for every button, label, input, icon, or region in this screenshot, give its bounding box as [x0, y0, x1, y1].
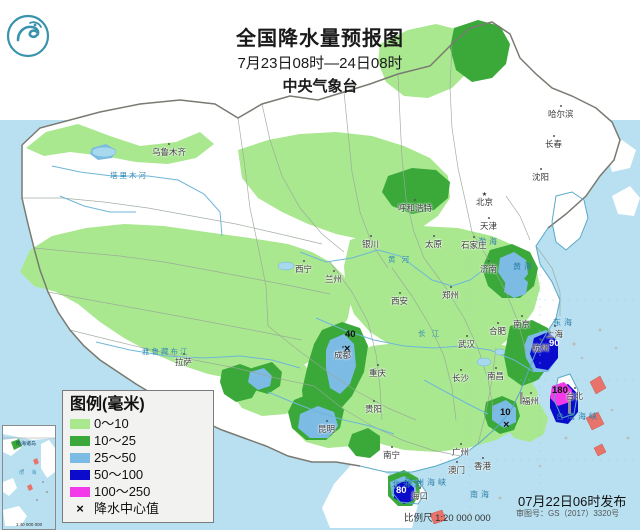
sea-label: 台湾海峡	[556, 412, 600, 421]
sea-label: 黄海	[513, 262, 535, 271]
legend-label-1: 10～25	[94, 432, 136, 448]
precip-center-icon: ×	[76, 500, 84, 516]
city-label: 昆明	[318, 424, 336, 434]
inset-island-label: 南海诸岛	[16, 441, 37, 447]
south-china-sea-inset: 南 海 南海诸岛 1:40 000 000	[2, 425, 56, 530]
legend-panel: 图例(毫米) 0～10 10～25 25～50 50～100 100～250 × 降水中…	[62, 390, 214, 523]
city-label: 重庆	[369, 368, 387, 378]
legend-swatch-2	[70, 452, 90, 463]
city-label: 济南	[480, 264, 498, 274]
precip-center-value: 90	[549, 338, 560, 349]
precip-center-marker-icon: ×	[344, 343, 351, 355]
inset-map-graphic: 南 海	[3, 426, 55, 529]
city-label: 海口	[411, 491, 429, 501]
city-label: 哈尔滨	[548, 109, 574, 119]
legend-swatch-0	[70, 418, 90, 429]
precip-center-value: 180	[552, 385, 568, 396]
city-label: 合肥	[489, 326, 507, 336]
sea-label: 琼州海峡	[405, 478, 449, 487]
national-boundary	[21, 21, 621, 467]
legend-row-center-value: × 降水中心值	[70, 500, 207, 517]
legend-label-2: 25～50	[94, 449, 136, 465]
city-label: 拉萨	[175, 357, 193, 367]
japan-land	[606, 140, 636, 172]
svg-text:南 海: 南 海	[19, 469, 39, 476]
city-label: 长春	[545, 139, 563, 149]
sea-label: 北部湾	[392, 480, 425, 489]
city-label: 福州	[522, 396, 540, 406]
legend-label-center-value: 降水中心值	[94, 500, 160, 516]
sea-graticule	[440, 250, 640, 520]
city-label: 成都	[334, 350, 352, 360]
rivers	[51, 165, 535, 435]
city-label: 南昌	[487, 371, 505, 381]
legend-row-4: 100～250	[70, 483, 207, 500]
river-label: 塔里木河	[110, 171, 148, 180]
page-title: 全国降水量预报图	[236, 28, 404, 50]
map-scale-text: 比例尺 1:20 000 000	[404, 513, 491, 524]
city-label: 广州	[452, 447, 470, 457]
precip-center-marker-icon: ×	[503, 419, 510, 431]
korea-land	[552, 192, 588, 250]
city-label: 天津	[480, 221, 498, 231]
city-label: 石家庄	[461, 240, 487, 250]
city-label: 武汉	[458, 339, 476, 349]
city-label: 杭州	[532, 343, 550, 353]
map-title-block: 全国降水量预报图 7月23日08时—24日08时 中央气象台	[150, 26, 490, 98]
inset-scale-text: 1:40 000 000	[15, 522, 43, 527]
city-label: 银川	[362, 239, 380, 249]
city-label: 西宁	[295, 264, 313, 274]
city-label: 上海	[546, 329, 564, 339]
legend-title: 图例(毫米)	[70, 396, 145, 413]
legend-row-1: 10～25	[70, 432, 207, 449]
sea-label: 南海	[470, 490, 492, 499]
city-label: 沈阳	[532, 172, 550, 182]
river-label: 长 江	[418, 329, 442, 338]
precip-center-value: 40	[345, 329, 356, 340]
city-label: 南宁	[383, 450, 401, 460]
legend-swatch-3	[70, 469, 90, 480]
legend-swatch-4	[70, 486, 90, 497]
city-label: 西安	[391, 296, 409, 306]
city-label: 北京	[476, 198, 493, 207]
sea-islands	[429, 375, 607, 525]
precip-center-value: 10	[500, 407, 511, 418]
city-label: 长沙	[452, 373, 470, 383]
city-label: 台北	[566, 391, 584, 401]
forecast-period: 7月23日08时—24日08时	[237, 55, 403, 72]
city-label: 郑州	[442, 290, 460, 300]
sea-island-dots	[468, 328, 630, 516]
legend-label-0: 0～10	[94, 415, 129, 431]
legend-row-2: 25～50	[70, 449, 207, 466]
city-label: 兰州	[325, 274, 343, 284]
river-label: 雅鲁藏布江	[142, 347, 190, 356]
legend-label-4: 100～250	[94, 483, 151, 499]
legend-label-3: 50～100	[94, 466, 144, 482]
issuing-agency: 中央气象台	[282, 78, 358, 95]
city-label: 香港	[474, 461, 492, 471]
city-label: 太原	[425, 239, 443, 249]
lakes	[91, 146, 506, 367]
city-label: 澳门	[448, 465, 466, 475]
city-label: 乌鲁木齐	[152, 147, 187, 157]
legend-row-3: 50～100	[70, 466, 207, 483]
sea-label: 渤海	[478, 237, 500, 246]
legend-row-0: 0～10	[70, 415, 207, 432]
city-label: 贵阳	[365, 404, 383, 414]
legend-swatch-1	[70, 435, 90, 446]
coastline	[359, 191, 589, 505]
city-label: 南京	[513, 319, 531, 329]
issue-time-text: 07月22日06时发布	[518, 494, 627, 509]
city-label: 呼和浩特	[398, 203, 433, 213]
river-label: 黄 河	[388, 255, 412, 264]
sea-label: 东海	[553, 318, 575, 327]
cma-dragon-logo	[6, 14, 50, 58]
province-boundaries	[22, 43, 561, 457]
japan-land-2	[612, 186, 640, 216]
legend-rows: 0～10 10～25 25～50 50～100 100～250	[70, 415, 207, 500]
precip-center-value: 80	[396, 485, 407, 496]
map-review-number: 审图号：GS（2017）3320号	[516, 509, 620, 518]
